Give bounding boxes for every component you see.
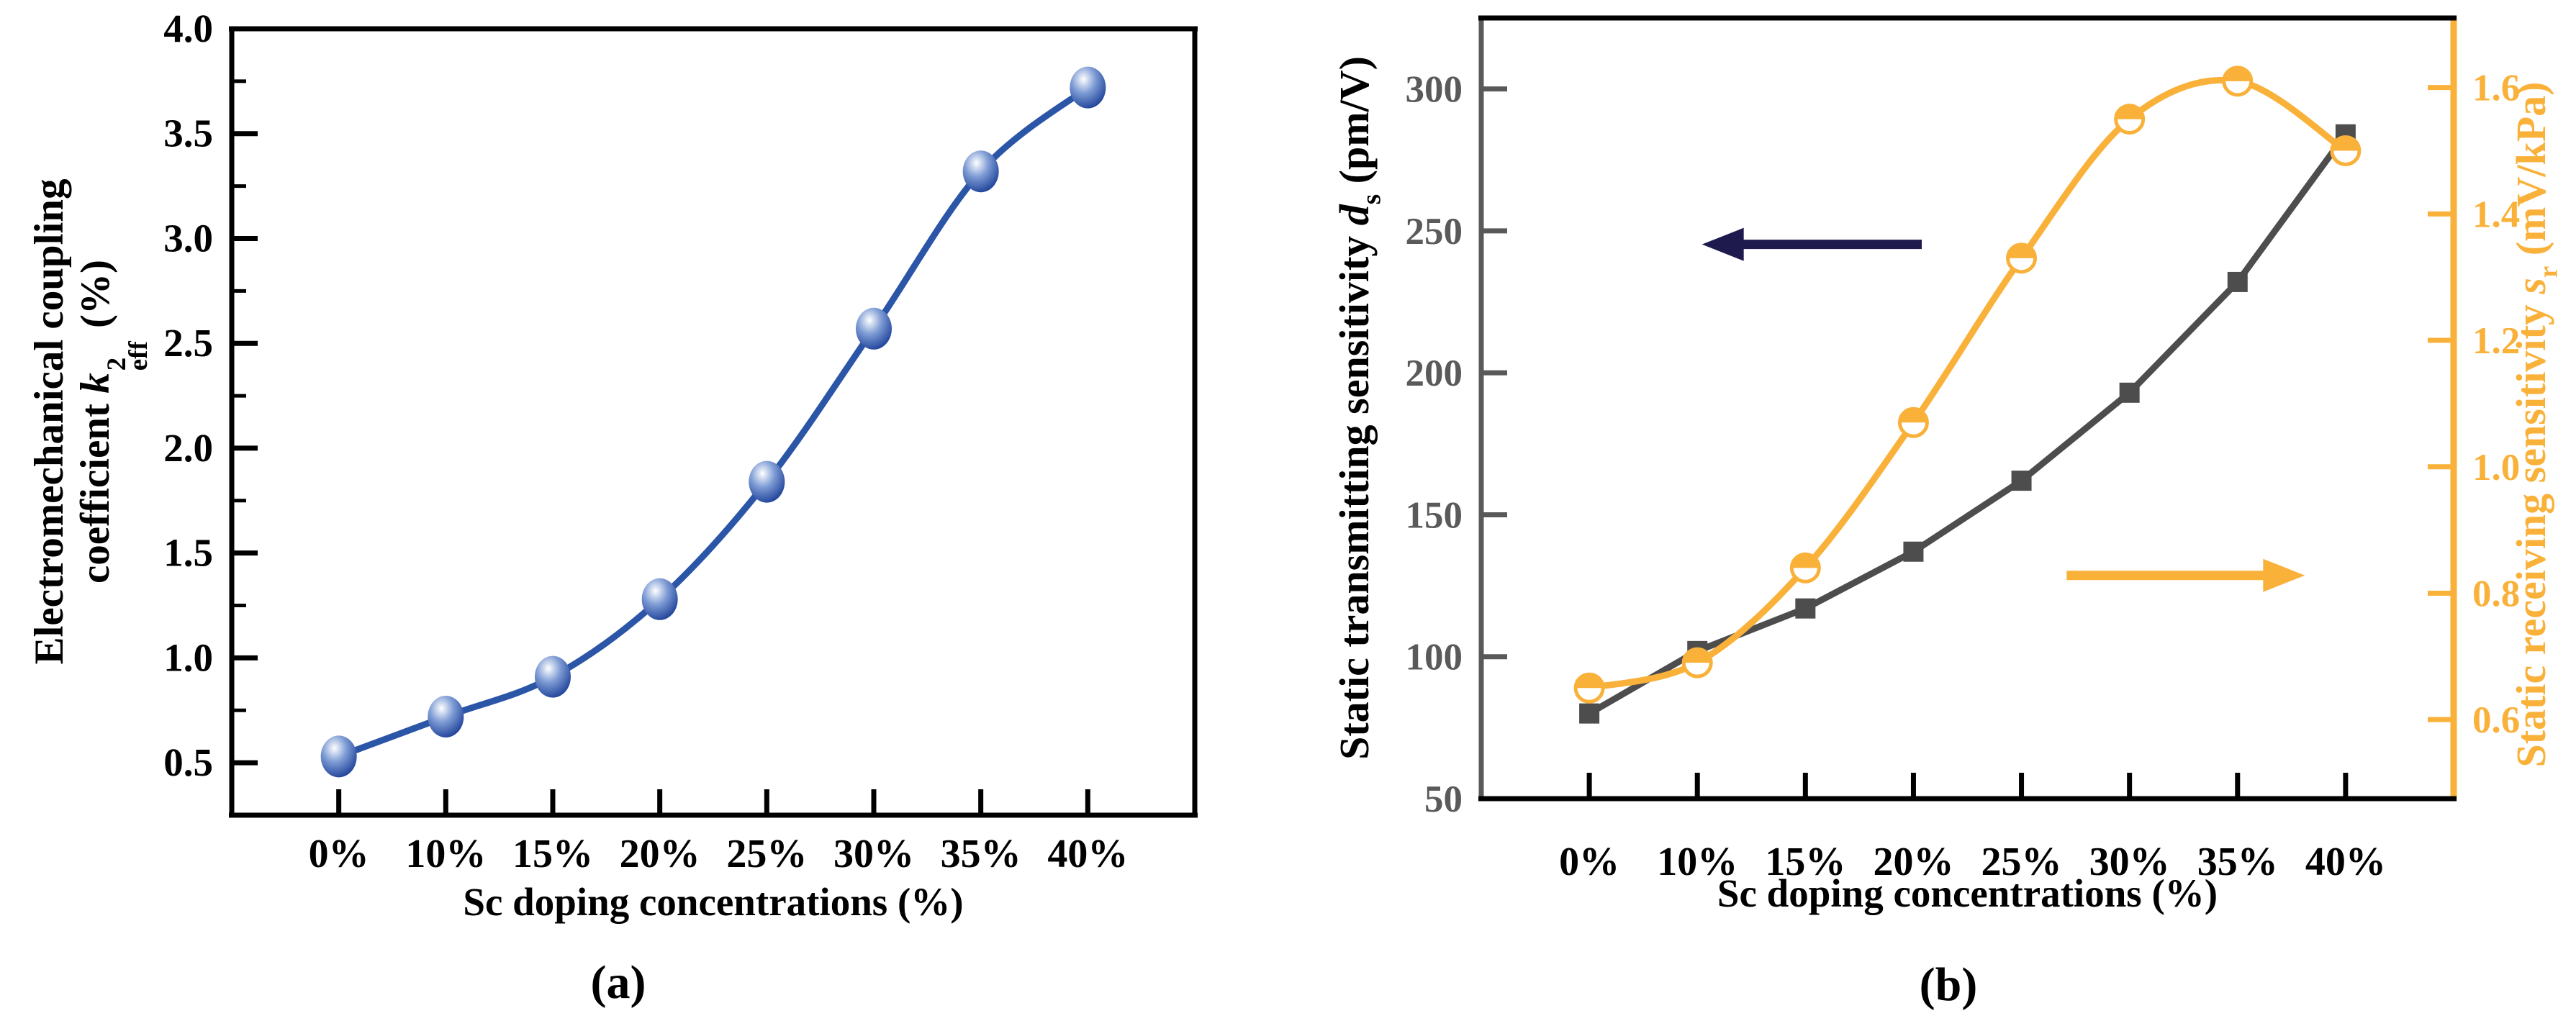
y-axis-title-a-line1: Electromechanical coupling bbox=[27, 178, 72, 665]
marker-k2_eff_percent bbox=[535, 655, 571, 698]
series-line-s_r_mV_per_kPa bbox=[1586, 76, 2349, 691]
y-tick-label: 1.2 bbox=[2472, 320, 2520, 362]
marker-s_r_mV_per_kPa bbox=[1681, 647, 1713, 678]
marker-s_r_mV_per_kPa bbox=[2330, 135, 2362, 166]
marker-s_r_mV_per_kPa bbox=[2006, 242, 2038, 274]
series-line-k2_eff_percent bbox=[335, 84, 1091, 760]
marker-d_s_pm_per_V bbox=[1903, 541, 1924, 562]
y-tick-label: 1.0 bbox=[2472, 447, 2520, 489]
x-tick-label: 35% bbox=[941, 832, 1021, 876]
y-tick-label: 1.0 bbox=[163, 635, 213, 679]
y-tick-label: 1.5 bbox=[163, 531, 213, 575]
marker-k2_eff_percent bbox=[428, 696, 464, 738]
marker-s_r_mV_per_kPa bbox=[1897, 407, 1929, 438]
marker-k2_eff_percent bbox=[320, 735, 357, 778]
y-tick-label: 2.0 bbox=[163, 426, 213, 470]
marker-k2_eff_percent bbox=[641, 578, 678, 620]
chart-a-plot: 0.5 1.0 1.5 2.0 2.5 3.0 3.5 4.0 0% 10% 15% 20% 25% 30… bbox=[163, 6, 1198, 876]
y-tick-label: 300 bbox=[1406, 69, 1463, 111]
x-tick-label: 20% bbox=[620, 832, 700, 876]
y-axis-title-b-right: Static receiving sensitivity sr (mV/kPa) bbox=[2508, 81, 2564, 768]
x-tick-label: 10% bbox=[405, 832, 486, 876]
marker-d_s_pm_per_V bbox=[2227, 271, 2248, 292]
x-tick-label: 10% bbox=[1657, 840, 1737, 884]
y-axis-title-a-line2: coefficient k 2 eff (%) bbox=[72, 259, 154, 584]
x-tick-label: 30% bbox=[833, 832, 914, 876]
x-axis-title-b: Sc doping concentrations (%) bbox=[1717, 871, 2218, 915]
marker-s_r_mV_per_kPa bbox=[2222, 65, 2254, 97]
y-tick-label: 50 bbox=[1424, 778, 1463, 820]
y-tick-label: 1.6 bbox=[2472, 68, 2520, 109]
x-tick-label: 0% bbox=[1559, 840, 1619, 884]
marker-k2_eff_percent bbox=[856, 307, 892, 350]
y-tick-label: 3.5 bbox=[163, 112, 213, 155]
chart-b-plot: 50 100 150 200 250 300 0.6 0.8 1.0 1.2 1.4 1.6 0% 10%… bbox=[1406, 15, 2520, 884]
y-tick-label: 250 bbox=[1406, 211, 1463, 253]
x-tick-label: 15% bbox=[512, 832, 593, 876]
y-tick-label: 3.0 bbox=[163, 216, 213, 260]
series-line-d_s_pm_per_V bbox=[1586, 131, 2349, 717]
y-tick-label: 0.6 bbox=[2472, 699, 2520, 741]
caption-b: (b) bbox=[1919, 958, 1978, 1011]
marker-d_s_pm_per_V bbox=[1795, 598, 1816, 619]
marker-s_r_mV_per_kPa bbox=[1789, 552, 1821, 584]
caption-a: (a) bbox=[590, 956, 646, 1009]
marker-s_r_mV_per_kPa bbox=[1573, 672, 1605, 704]
marker-d_s_pm_per_V bbox=[2119, 382, 2140, 403]
panel-a: 0.5 1.0 1.5 2.0 2.5 3.0 3.5 4.0 0% 10% 15% 20% 25% 30… bbox=[27, 0, 1198, 1009]
x-tick-label: 35% bbox=[2197, 840, 2278, 884]
y-tick-label: 4.0 bbox=[163, 6, 213, 50]
x-tick-label: 40% bbox=[2305, 840, 2386, 884]
y-tick-label: 1.4 bbox=[2472, 194, 2520, 235]
panel-b: 50 100 150 200 250 300 0.6 0.8 1.0 1.2 1.4 1.6 0% 10%… bbox=[1288, 0, 2576, 1026]
x-tick-label: 40% bbox=[1047, 832, 1128, 876]
y-axis-title-b-left: Static transmitting sensitivity ds (pm/V… bbox=[1331, 56, 1387, 760]
y-tick-label: 0.8 bbox=[2472, 573, 2520, 614]
x-tick-label: 0% bbox=[309, 832, 369, 876]
marker-s_r_mV_per_kPa bbox=[2114, 104, 2146, 135]
marker-d_s_pm_per_V bbox=[1579, 703, 1600, 724]
y-tick-label: 150 bbox=[1406, 494, 1463, 536]
marker-d_s_pm_per_V bbox=[2011, 471, 2032, 491]
y-tick-label: 2.5 bbox=[163, 321, 213, 365]
marker-k2_eff_percent bbox=[962, 150, 999, 193]
y-tick-label: 100 bbox=[1406, 637, 1463, 678]
x-tick-label: 30% bbox=[2089, 840, 2170, 884]
x-tick-label: 20% bbox=[1873, 840, 1953, 884]
y-axis-title-a: Electromechanical coupling coefficient k… bbox=[27, 0, 153, 853]
y-tick-label: 0.5 bbox=[163, 740, 213, 784]
x-tick-label: 25% bbox=[726, 832, 807, 876]
x-axis-title-a: Sc doping concentrations (%) bbox=[463, 880, 964, 924]
x-tick-label: 15% bbox=[1765, 840, 1845, 884]
x-tick-label: 25% bbox=[1981, 840, 2062, 884]
marker-k2_eff_percent bbox=[1070, 66, 1106, 109]
marker-k2_eff_percent bbox=[749, 460, 785, 503]
y-tick-label: 200 bbox=[1406, 353, 1463, 394]
